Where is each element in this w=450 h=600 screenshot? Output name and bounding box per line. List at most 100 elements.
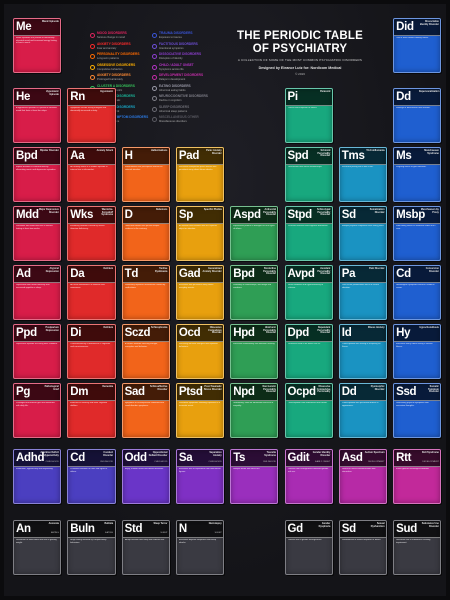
tile-name: Delusions (155, 208, 168, 211)
tile-class: EATING (105, 531, 114, 534)
tile-symbol: Di (70, 327, 82, 339)
legend-title: PERSONALITY DISORDERS (97, 52, 140, 56)
tile-header: Ad Atypical Depression (14, 266, 61, 283)
tile-name: Schizoid Personality Disorder (317, 149, 331, 158)
tile-name: Paranoid (320, 90, 331, 93)
tile-name: Somatic Symptom Disorder (427, 385, 439, 394)
tile-symbol: Mdd (16, 209, 39, 221)
tile-header: Cd Conduct Disorder CHILDHOOD (68, 450, 115, 467)
element-tile: Di Delirium Characterized by a disturbance… (67, 324, 116, 379)
tile-header: Ocpd Obsessive Compulsive Personality (285, 384, 332, 401)
tile-description: An intense and irrational fear of a spec… (178, 225, 218, 230)
element-tile: Dm Dementia A decline in memory and other … (67, 383, 116, 438)
tile-header: Rn Hypomanic (68, 89, 115, 106)
tile-symbol: Dpd (287, 327, 310, 339)
tile-symbol: Dm (70, 386, 89, 398)
element-tile: Gdit Gender Identity Disorder EARLY ONSET D… (284, 449, 333, 504)
tile-description: Recurrent use of substances causing impa… (396, 539, 431, 544)
tile-name: Avoidant Personality Disorder (317, 267, 331, 276)
tile-description: Disturbances in sexual response or desir… (341, 539, 382, 541)
tile-header: Cd Conversion Disorder (394, 266, 441, 283)
poster-subtitle: A COLLECTION OF SOME OF THE MOST COMMON … (237, 58, 363, 62)
tile-description: Involuntary repetitive movements caused … (124, 284, 166, 289)
element-tile: Mdd Major Depressive Disorder Persistent l… (13, 206, 62, 261)
tile-class: CHILDHOOD (99, 460, 114, 463)
tile-description: Fabricating illness in someone under one… (396, 225, 436, 230)
tile-description: Recurrent pulling out of one's hair. (341, 166, 374, 168)
tile-symbol: Npd (233, 386, 255, 398)
tile-description: Symptoms include racing thoughts and abn… (70, 107, 107, 112)
element-tile: Td Tardive Dyskinesia Involuntary repetiti… (121, 265, 170, 320)
tile-description: A decline in memory and other cognitive … (70, 402, 108, 407)
tile-symbol: Ts (233, 452, 246, 464)
tile-description: A hypomanic episode is a period of eleva… (16, 107, 57, 112)
tile-symbol: Odd (124, 452, 147, 464)
tile-description: Preoccupation with orderliness and contr… (287, 402, 328, 404)
legend-dot-icon (90, 64, 95, 70)
tile-symbol: H (124, 150, 133, 162)
tile-header: Sp Specific Phobia (176, 207, 224, 224)
tile-description: A memory disorder caused by severe thiam… (70, 225, 105, 230)
element-tile: Spd Schizoid Personality Disorder Detachme… (284, 147, 333, 202)
tile-class: CHILDHOOD (262, 460, 276, 463)
element-tile: N Narcolepsy SLEEP Excessive daytime sleepi… (175, 520, 225, 575)
tile-header: Ptsd Post-Traumatic Stress Disorder (176, 384, 224, 401)
tile-header: Bpd Borderline Personality Disorder (231, 266, 278, 283)
tile-symbol: Ppd (16, 327, 37, 339)
tile-description: Multiple physical complaints over many y… (341, 225, 385, 227)
legend-title: ANXIETY DISORDERS (97, 73, 131, 77)
tile-name: Autism Spectrum (364, 451, 385, 454)
tile-name: Attention Deficit Hyperactivity (40, 451, 59, 457)
legend-item: MOOD DISORDERS Serious change in mood (90, 31, 158, 42)
tile-name: Borderline Personality Disorder (263, 267, 276, 276)
tile-description: Grandiosity, need for admiration and lac… (233, 402, 274, 407)
tile-description: Deficits in social communication and int… (341, 468, 376, 473)
tile-symbol: Ms (396, 150, 412, 162)
tile-description: Hallucinations are perceptions without a… (124, 166, 163, 171)
tile-header: Id Illness Anxiety (339, 325, 387, 342)
element-tile: Wks Wernicke-Korsakoff Syndrome A memory d… (67, 206, 116, 261)
tile-description: Excessive worry about having a serious i… (396, 343, 433, 348)
tile-description: Recurrent unexpected panic attacks with … (178, 166, 217, 171)
tile-name: Dissociative Identity Disorder (419, 20, 439, 26)
tile-name: Delirium (103, 267, 114, 270)
tile-name: Gender Identity Disorder (312, 451, 331, 457)
tile-header: An Anorexia EATING (14, 521, 61, 538)
tile-name: Munchausen by Proxy (420, 208, 439, 214)
tile-description: Characterized by a disturbance in cognit… (70, 343, 111, 348)
tile-description: Distress from incongruence between gende… (287, 468, 329, 473)
tile-class: CHILDHOOD (208, 460, 222, 463)
tile-symbol: Rn (70, 91, 86, 103)
tile-header: Sczd Schizophrenia (122, 325, 169, 342)
tile-symbol: Da (70, 268, 85, 280)
tile-header: Di Delirium (68, 325, 115, 342)
legend-subtitle: Delays in development (159, 78, 186, 81)
tile-name: Conduct Disorder (103, 451, 114, 457)
element-tile: Aa Anxiety Attack An anxiety attack is a s… (67, 147, 116, 202)
tile-header: Spd Schizoid Personality Disorder (285, 148, 332, 165)
tile-header: Rtt Rett Syndrome DEVELOPMENT (394, 450, 441, 467)
tile-symbol: Wks (70, 209, 94, 221)
element-tile: D Delusions Fixed false beliefs that persi… (121, 206, 170, 261)
legend-title: NEUROCOGNITIVE DISORDERS (159, 94, 208, 98)
tile-header: Bpd Bipolar Disorder (14, 148, 61, 165)
legend-title: EATING DISORDERS (159, 83, 191, 88)
tile-description: Excessive daytime sleepiness and sleep a… (178, 539, 217, 544)
element-tile: Gad Generalized Anxiety Disorder Excessive… (175, 265, 225, 320)
tile-header: Avpd Avoidant Personality Disorder (285, 266, 332, 283)
tile-name: Obsessive Compulsive Personality (316, 385, 331, 394)
tile-symbol: Spd (287, 150, 309, 162)
tile-name: Manic Episode (42, 20, 59, 23)
element-tile: Sad Schizoaffective Disorder Symptoms of s… (121, 383, 170, 438)
tile-header: N Narcolepsy SLEEP (176, 521, 224, 538)
legend-item: EATING DISORDERS Abnormal eating habits (152, 83, 220, 95)
tile-header: Sd Sexual Dysfunction (339, 521, 387, 538)
tile-symbol: Gad (178, 268, 201, 280)
tile-symbol: Pa (341, 268, 356, 280)
tile-name: Specific Phobia (203, 208, 222, 211)
element-tile: Dd Depersonalization Feelings of detachmen… (393, 88, 442, 143)
tile-header: He Hypomanic Episode (14, 89, 61, 106)
legend-subtitle: Miscellaneous disorders (159, 120, 187, 123)
tile-name: Gender Dysphoria (318, 522, 331, 528)
